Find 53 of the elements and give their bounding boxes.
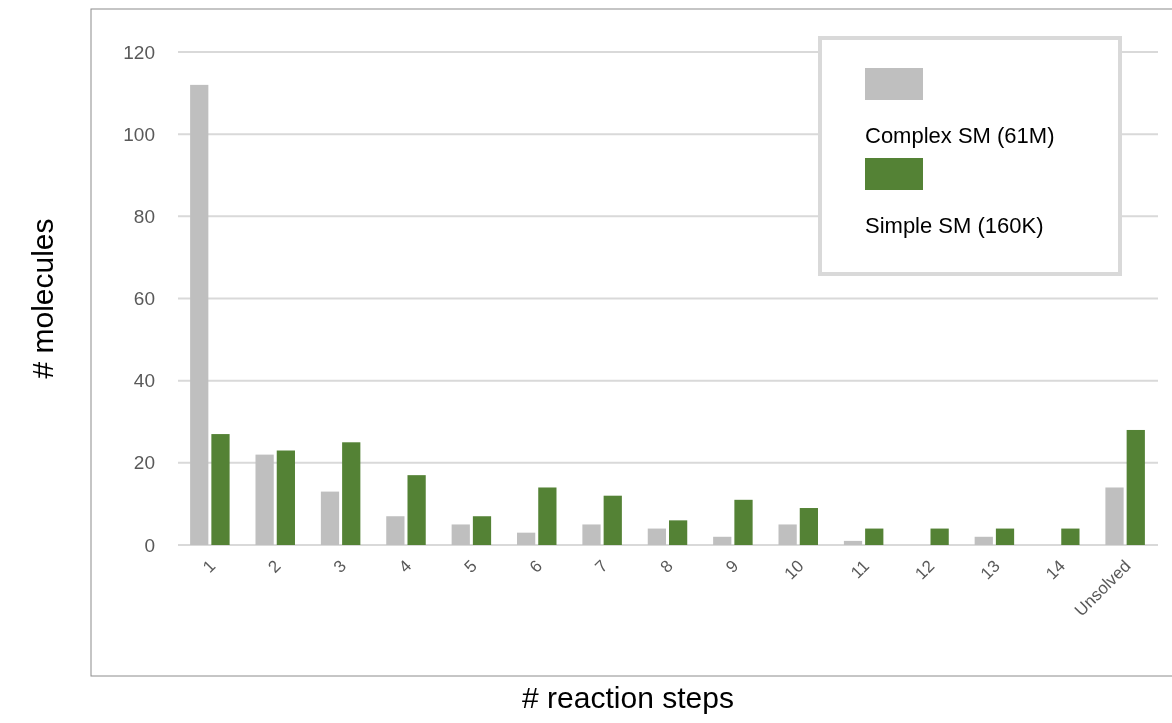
y-tick-label: 0 [144, 534, 155, 556]
x-tick-label: 11 [847, 556, 873, 583]
bar [930, 528, 949, 545]
bar [472, 516, 492, 545]
bar [799, 508, 818, 545]
bar [778, 524, 797, 545]
legend-label: Complex SM (61M) [865, 123, 1055, 148]
bar [669, 520, 688, 545]
x-tick-label: 4 [395, 556, 416, 577]
x-tick-label: 12 [911, 556, 939, 584]
bar [713, 536, 732, 545]
bar [342, 442, 361, 545]
bar [407, 475, 426, 545]
bar [320, 491, 340, 545]
bar [974, 536, 993, 545]
y-tick-label: 80 [133, 205, 155, 227]
x-tick-label: 3 [329, 556, 350, 577]
bar [647, 528, 666, 545]
bar [517, 532, 536, 545]
bar [255, 454, 274, 545]
y-tick-label: 100 [123, 123, 155, 145]
bar [603, 495, 622, 545]
legend-label: Simple SM (160K) [865, 213, 1044, 238]
x-tick-label: 10 [780, 556, 808, 584]
x-tick-label: 2 [264, 556, 285, 577]
x-tick-label: 9 [722, 556, 743, 577]
bar [538, 487, 557, 545]
y-tick-label: 20 [133, 452, 155, 474]
bar [995, 528, 1015, 545]
x-tick-label: 13 [976, 556, 1004, 584]
bar [190, 84, 209, 545]
bar [211, 434, 230, 545]
bar [582, 524, 601, 545]
x-axis-title: # reaction steps [522, 681, 734, 714]
x-tick-label: 8 [656, 556, 677, 577]
x-tick-label: 5 [460, 556, 481, 577]
y-tick-label: 40 [133, 370, 155, 392]
bar [1105, 487, 1124, 545]
bar [734, 499, 753, 545]
y-tick-label: 60 [133, 288, 155, 310]
bar [451, 524, 470, 545]
bar [386, 516, 405, 545]
x-tick-label: 6 [525, 556, 547, 577]
y-tick-label: 120 [123, 41, 155, 63]
bar [276, 450, 295, 545]
bar [843, 540, 863, 545]
y-axis-title: # molecules [26, 218, 59, 379]
bar [1126, 429, 1145, 545]
bar [865, 528, 884, 545]
bar [1061, 528, 1080, 545]
x-tick-label: 14 [1042, 556, 1070, 584]
x-tick-label: 1 [199, 556, 220, 577]
x-tick-label: 7 [591, 556, 612, 577]
